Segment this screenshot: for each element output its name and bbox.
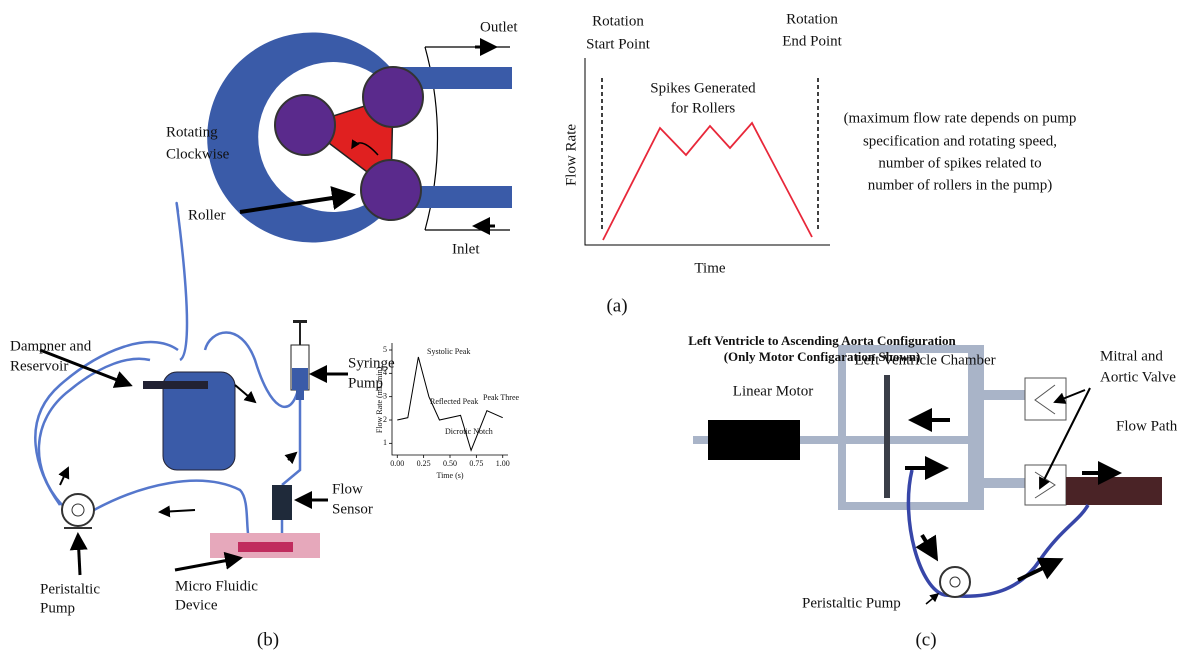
label: Syringe <box>348 355 395 371</box>
label: Clockwise <box>166 146 230 162</box>
caption: (b) <box>257 629 279 650</box>
figure: Outlet Inlet Rotating Clockwise Roller R… <box>0 0 1184 660</box>
annotation: Dicrotic Notch <box>445 427 493 436</box>
x-tick-label: 0.50 <box>443 459 457 468</box>
note: specification and rotating speed, <box>863 133 1057 149</box>
label: Peristaltic Pump <box>802 595 901 611</box>
title: Left Ventricle to Ascending Aorta Config… <box>688 333 956 348</box>
axis-label: Flow Rate <box>563 124 579 186</box>
label: Mitral and <box>1100 348 1163 364</box>
label: Left Ventricle Chamber <box>854 352 995 368</box>
label: Inlet <box>452 241 480 257</box>
label: Dampner and <box>10 338 92 354</box>
label: Start Point <box>586 36 651 52</box>
note: (maximum flow rate depends on pump <box>844 110 1077 126</box>
label: Aortic Valve <box>1100 369 1176 385</box>
axis-label: Time (s) <box>436 471 463 480</box>
y-tick-label: 5 <box>383 345 387 354</box>
label: Rotating <box>166 124 218 140</box>
label: Rotation <box>592 13 644 29</box>
x-tick-label: 0.75 <box>469 459 483 468</box>
label: Micro Fluidic <box>175 578 258 594</box>
y-tick-label: 1 <box>383 438 387 447</box>
label: Linear Motor <box>733 383 813 399</box>
note: number of rollers in the pump) <box>868 177 1053 193</box>
pump-diagram <box>207 32 512 242</box>
label: End Point <box>782 33 842 49</box>
axis-label: Time <box>694 260 725 276</box>
label: Reservoir <box>10 358 68 374</box>
label: Pump <box>40 600 75 616</box>
caption: (a) <box>606 295 627 316</box>
label: Spikes Generated <box>650 80 756 96</box>
label: Flow <box>332 481 363 497</box>
annotation: Reflected Peak <box>430 397 478 406</box>
label: Flow Path <box>1116 418 1178 434</box>
label: Outlet <box>480 19 518 35</box>
x-tick-label: 1.00 <box>496 459 510 468</box>
axis-label: Flow Rate (mL/min) <box>375 367 384 434</box>
x-tick-label: 0.25 <box>417 459 431 468</box>
label: for Rollers <box>671 100 736 116</box>
x-tick-label: 0.00 <box>390 459 404 468</box>
annotation: Peak Three <box>483 393 520 402</box>
note: number of spikes related to <box>878 155 1041 171</box>
annotation: Systolic Peak <box>427 347 470 356</box>
label: Rotation <box>786 11 838 27</box>
label: Device <box>175 597 218 613</box>
microfluidic-diagram <box>35 203 348 575</box>
label: Roller <box>188 207 226 223</box>
label: Sensor <box>332 501 373 517</box>
label: Peristaltic <box>40 581 100 597</box>
caption: (c) <box>915 629 936 650</box>
